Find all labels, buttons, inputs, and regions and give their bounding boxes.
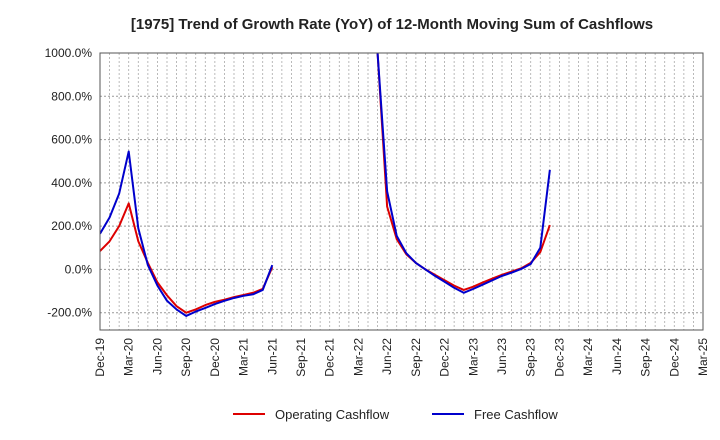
y-tick-label: 600.0% bbox=[51, 133, 92, 147]
x-tick-label: Jun-23 bbox=[495, 338, 509, 375]
legend-label: Operating Cashflow bbox=[275, 407, 390, 422]
x-tick-label: Sep-24 bbox=[639, 338, 653, 377]
x-tick-label: Jun-24 bbox=[610, 338, 624, 375]
x-tick-label: Jun-20 bbox=[150, 338, 164, 375]
chart-title: [1975] Trend of Growth Rate (YoY) of 12-… bbox=[131, 16, 653, 33]
x-tick-label: Dec-22 bbox=[438, 338, 452, 377]
x-tick-label: Sep-23 bbox=[524, 338, 538, 377]
x-tick-label: Dec-19 bbox=[93, 338, 107, 377]
y-tick-label: 400.0% bbox=[51, 176, 92, 190]
y-tick-label: 800.0% bbox=[51, 89, 92, 103]
x-tick-label: Mar-20 bbox=[122, 338, 136, 376]
plot-frame bbox=[99, 52, 704, 331]
x-tick-label: Dec-24 bbox=[667, 338, 681, 377]
x-tick-label: Mar-24 bbox=[581, 338, 595, 376]
grid-lines bbox=[100, 52, 703, 330]
legend-label: Free Cashflow bbox=[474, 407, 558, 422]
x-tick-label: Sep-20 bbox=[179, 338, 193, 377]
x-tick-label: Mar-25 bbox=[696, 338, 710, 376]
x-axis-ticks: Dec-19 Mar-20 Jun-20 Sep-20 Dec-20 Mar-21 Jun-… bbox=[93, 338, 710, 377]
y-tick-label: 0.0% bbox=[65, 262, 93, 276]
x-tick-label: Jun-22 bbox=[380, 338, 394, 375]
y-tick-label: 1000.0% bbox=[45, 46, 93, 60]
y-tick-label: 200.0% bbox=[51, 219, 92, 233]
y-tick-label: -200.0% bbox=[47, 306, 92, 320]
y-axis-ticks: 1000.0% 800.0% 600.0% 400.0% 200.0% 0.0% -200.… bbox=[45, 46, 93, 320]
series-line-free-cashflow bbox=[100, 53, 551, 317]
x-tick-label: Mar-23 bbox=[466, 338, 480, 376]
x-tick-label: Mar-22 bbox=[351, 338, 365, 376]
x-tick-label: Jun-21 bbox=[265, 338, 279, 375]
x-tick-label: Dec-23 bbox=[552, 338, 566, 377]
legend: Operating Cashflow Free Cashflow bbox=[233, 407, 558, 422]
series-layer bbox=[100, 53, 551, 317]
plot-area bbox=[100, 53, 703, 330]
x-tick-label: Mar-21 bbox=[237, 338, 251, 376]
x-tick-label: Sep-22 bbox=[409, 338, 423, 377]
x-tick-label: Sep-21 bbox=[294, 338, 308, 377]
x-tick-label: Dec-20 bbox=[208, 338, 222, 377]
x-tick-label: Dec-21 bbox=[323, 338, 337, 377]
